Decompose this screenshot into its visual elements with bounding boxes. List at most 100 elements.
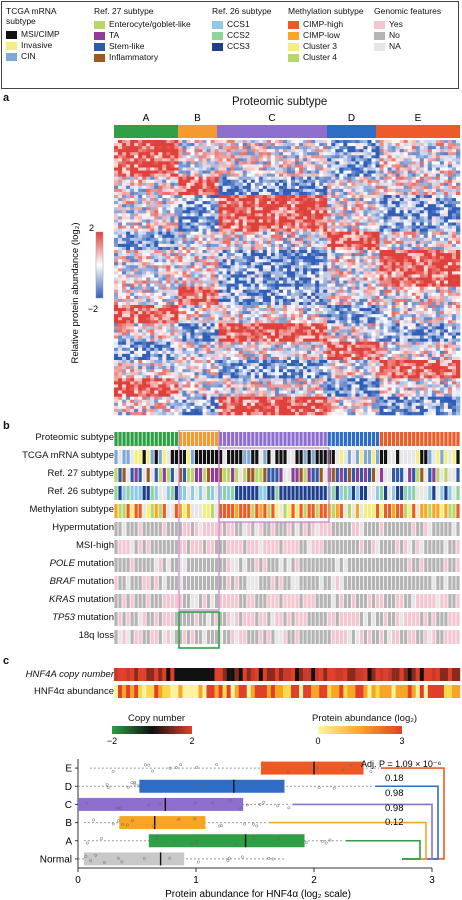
heatmap-cell	[287, 228, 292, 232]
heatmap-cell	[202, 246, 207, 251]
heatmap-cell	[315, 188, 320, 193]
heatmap-cell	[182, 228, 187, 232]
heatmap-cell	[194, 188, 199, 193]
heatmap-cell	[339, 204, 344, 208]
heatmap-cell	[311, 179, 316, 184]
heatmap-cell	[250, 198, 256, 202]
heatmap-cell	[443, 311, 449, 315]
heatmap-cell	[170, 179, 175, 184]
heatmap-cell	[198, 234, 203, 239]
heatmap-cell	[391, 164, 396, 168]
heatmap-cell	[363, 268, 368, 272]
heatmap-cell	[287, 253, 292, 257]
heatmap-cell	[319, 243, 324, 248]
heatmap-cell	[250, 246, 256, 251]
heatmap-cell	[154, 253, 159, 257]
heatmap-cell	[194, 170, 199, 174]
heatmap-cell	[130, 246, 135, 251]
heatmap-cell	[339, 259, 344, 263]
heatmap-cell	[198, 167, 203, 171]
heatmap-cell	[295, 198, 300, 202]
heatmap-cell	[246, 280, 252, 284]
legend-column-title: Methylation subtype	[288, 6, 364, 16]
heatmap-cell	[122, 298, 127, 303]
heatmap-cell	[431, 182, 437, 187]
heatmap-cell	[138, 225, 143, 229]
heatmap-cell	[299, 195, 304, 199]
heatmap-cell	[242, 149, 248, 153]
heatmap-cell	[379, 222, 384, 226]
heatmap-cell	[274, 185, 280, 190]
heatmap-cell	[230, 210, 235, 214]
heatmap-cell	[411, 240, 417, 245]
heatmap-cell	[335, 274, 340, 278]
heatmap-cell	[419, 280, 425, 284]
heatmap-cell	[266, 155, 272, 159]
heatmap-cell	[295, 262, 300, 266]
heatmap-cell	[174, 250, 179, 254]
heatmap-cell	[138, 173, 143, 177]
heatmap-cell	[423, 170, 429, 174]
heatmap-cell	[250, 161, 256, 165]
heatmap-cell	[387, 195, 392, 199]
heatmap-cell	[347, 173, 352, 177]
heatmap-cell	[250, 271, 256, 275]
heatmap-cell	[218, 170, 223, 174]
heatmap-cell	[431, 164, 437, 168]
heatmap-cell	[395, 274, 400, 278]
heatmap-cell	[218, 213, 223, 217]
heatmap-cell	[451, 237, 457, 242]
heatmap-cell	[162, 268, 167, 272]
heatmap-cell	[375, 308, 380, 312]
heatmap-cell	[291, 155, 296, 159]
heatmap-cell	[367, 191, 372, 196]
heatmap-cell	[114, 195, 119, 199]
heatmap-cell	[126, 271, 131, 275]
heatmap-cell	[114, 176, 119, 181]
heatmap-cell	[142, 253, 147, 257]
heatmap-cell	[347, 231, 352, 236]
heatmap-cell	[226, 222, 231, 226]
heatmap-cell	[331, 259, 336, 263]
heatmap-cell	[258, 271, 264, 275]
heatmap-cell	[134, 222, 139, 226]
heatmap-cell	[158, 311, 163, 315]
heatmap-cell	[403, 292, 408, 297]
heatmap-cell	[411, 216, 417, 220]
heatmap-cell	[307, 308, 312, 312]
heatmap-cell	[138, 231, 143, 236]
heatmap-cell	[166, 179, 171, 184]
heatmap-cell	[427, 271, 433, 275]
heatmap-cell	[447, 259, 453, 263]
heatmap-cell	[274, 295, 280, 300]
heatmap-cell	[335, 216, 340, 220]
heatmap-cell	[126, 149, 131, 153]
heatmap-cell	[439, 289, 445, 294]
heatmap-cell	[307, 228, 312, 232]
heatmap-cell	[282, 201, 288, 205]
heatmap-cell	[206, 228, 211, 232]
heatmap-cell	[391, 140, 396, 144]
heatmap-cell	[323, 182, 328, 187]
heatmap-cell	[194, 155, 199, 159]
heatmap-cell	[379, 143, 384, 147]
heatmap-cell	[307, 188, 312, 193]
heatmap-cell	[150, 219, 155, 223]
heatmap-cell	[399, 283, 404, 287]
heatmap-cell	[403, 243, 408, 248]
heatmap-cell	[331, 240, 336, 245]
heatmap-cell	[210, 216, 215, 220]
heatmap-cell	[331, 201, 336, 205]
heatmap-cell	[303, 265, 308, 269]
heatmap-cell	[170, 143, 175, 147]
heatmap-cell	[335, 188, 340, 193]
heatmap-cell	[158, 237, 163, 242]
heatmap-cell	[230, 262, 235, 266]
heatmap-cell	[379, 155, 384, 159]
heatmap-cell	[282, 286, 288, 291]
heatmap-cell	[455, 246, 461, 251]
heatmap-cell	[182, 219, 187, 223]
heatmap-cell	[186, 311, 191, 315]
heatmap-cell	[170, 237, 175, 242]
heatmap-cell	[138, 246, 143, 251]
